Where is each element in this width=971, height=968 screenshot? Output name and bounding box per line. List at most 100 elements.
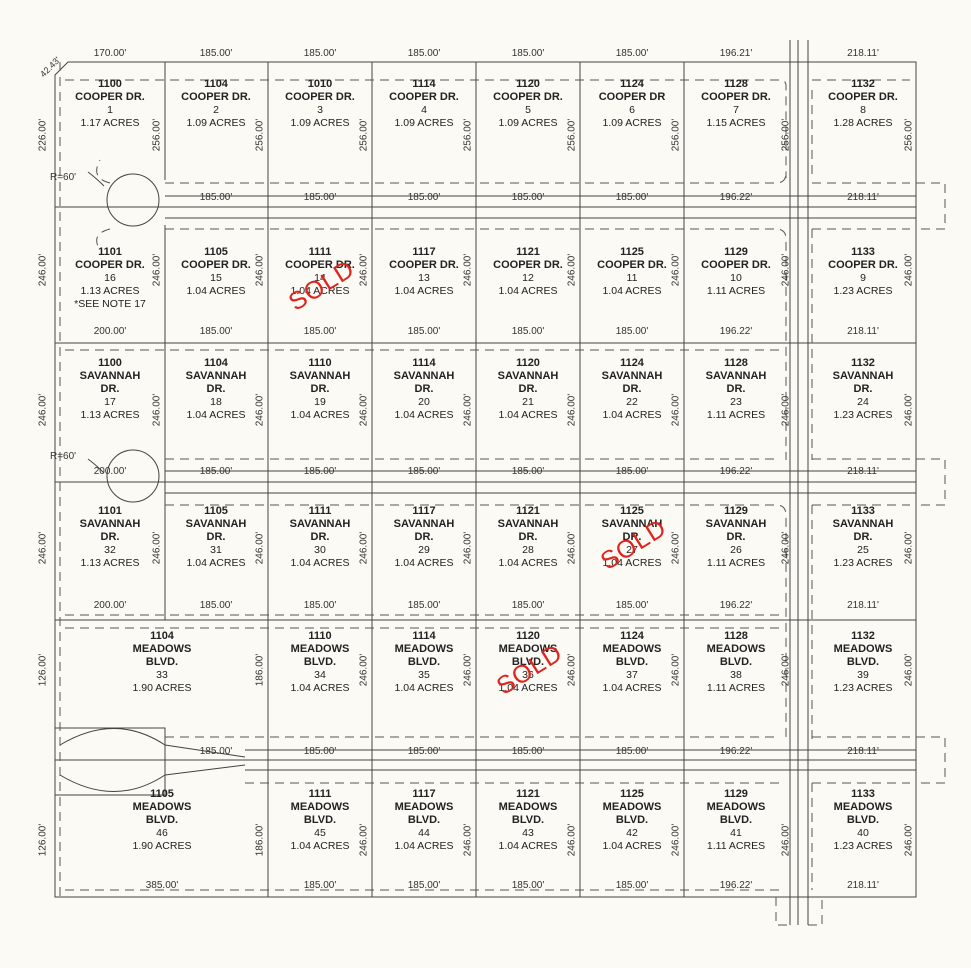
side-dimension: 246.00'	[151, 393, 163, 427]
lot-acreage: 1.04 ACRES	[498, 409, 558, 421]
lot-street: MEADOWS BLVD.	[290, 801, 350, 826]
lot-11[interactable]: 1125 COOPER DR. 11 1.04 ACRES	[577, 246, 687, 298]
frontage-dimension: 218.11'	[847, 48, 879, 59]
frontage-dimension: 185.00'	[303, 880, 337, 891]
lot-28[interactable]: 1121 SAVANNAH DR. 28 1.04 ACRES	[473, 505, 583, 570]
frontage-dimension: 185.00'	[511, 326, 545, 337]
lot-10[interactable]: 1129 COOPER DR. 10 1.11 ACRES	[681, 246, 791, 298]
lot-acreage: 1.13 ACRES	[80, 409, 140, 421]
lot-17[interactable]: 1100 SAVANNAH DR. 17 1.13 ACRES	[55, 357, 165, 422]
lot-street: MEADOWS BLVD.	[132, 801, 192, 826]
lot-street: SAVANNAH DR.	[79, 518, 141, 543]
lot-16[interactable]: 1101 COOPER DR. 16 1.13 ACRES *SEE NOTE 17	[55, 246, 165, 311]
frontage-dimension: 185.00'	[303, 192, 337, 203]
lot-42[interactable]: 1125 MEADOWS BLVD. 42 1.04 ACRES	[577, 788, 687, 853]
lot-acreage: 1.90 ACRES	[132, 682, 192, 694]
frontage-dimension: 185.00'	[199, 48, 233, 59]
lot-acreage: 1.04 ACRES	[290, 840, 350, 852]
lot-address: 1133	[851, 788, 875, 800]
frontage-dimension: 185.00'	[199, 600, 233, 611]
lot-acreage: 1.04 ACRES	[602, 285, 662, 297]
lot-14[interactable]: 1111 COOPER DR. 14 1.04 ACRES	[265, 246, 375, 298]
lot-8[interactable]: 1132 COOPER DR. 8 1.28 ACRES	[808, 78, 918, 130]
lot-32[interactable]: 1101 SAVANNAH DR. 32 1.13 ACRES	[55, 505, 165, 570]
frontage-dimension: 218.11'	[847, 600, 879, 611]
lot-number: 38	[730, 669, 742, 681]
lot-acreage: 1.04 ACRES	[498, 285, 558, 297]
lot-41[interactable]: 1129 MEADOWS BLVD. 41 1.11 ACRES	[681, 788, 791, 853]
lot-24[interactable]: 1132 SAVANNAH DR. 24 1.23 ACRES	[808, 357, 918, 422]
lot-44[interactable]: 1117 MEADOWS BLVD. 44 1.04 ACRES	[369, 788, 479, 853]
lot-address: 1125	[620, 505, 644, 517]
lot-39[interactable]: 1132 MEADOWS BLVD. 39 1.23 ACRES	[808, 630, 918, 695]
lot-acreage: 1.04 ACRES	[602, 409, 662, 421]
side-dimension: 246.00'	[37, 531, 49, 565]
lot-3[interactable]: 1010 COOPER DR. 3 1.09 ACRES	[265, 78, 375, 130]
lot-number: 3	[317, 104, 323, 116]
lot-36[interactable]: 1120 MEADOWS BLVD. 36 1.04 ACRES	[473, 630, 583, 695]
side-dimension: 246.00'	[780, 823, 792, 857]
lot-address: 1124	[620, 357, 644, 369]
lot-number: 25	[857, 544, 869, 556]
lot-2[interactable]: 1104 COOPER DR. 2 1.09 ACRES	[161, 78, 271, 130]
lot-46[interactable]: 1105 MEADOWS BLVD. 46 1.90 ACRES	[107, 788, 217, 853]
lot-18[interactable]: 1104 SAVANNAH DR. 18 1.04 ACRES	[161, 357, 271, 422]
lot-street: MEADOWS BLVD.	[706, 801, 766, 826]
lot-number: 41	[730, 827, 742, 839]
frontage-dimension: 185.00'	[303, 48, 337, 59]
lot-31[interactable]: 1105 SAVANNAH DR. 31 1.04 ACRES	[161, 505, 271, 570]
lot-5[interactable]: 1120 COOPER DR. 5 1.09 ACRES	[473, 78, 583, 130]
lot-40[interactable]: 1133 MEADOWS BLVD. 40 1.23 ACRES	[808, 788, 918, 853]
lot-6[interactable]: 1124 COOPER DR 6 1.09 ACRES	[577, 78, 687, 130]
side-dimension: 246.00'	[37, 393, 49, 427]
lot-21[interactable]: 1120 SAVANNAH DR. 21 1.04 ACRES	[473, 357, 583, 422]
lot-number: 20	[418, 396, 430, 408]
side-dimension: 246.00'	[903, 393, 915, 427]
lot-34[interactable]: 1110 MEADOWS BLVD. 34 1.04 ACRES	[265, 630, 375, 695]
lot-street: MEADOWS BLVD.	[394, 643, 454, 668]
lot-address: 1010	[307, 78, 333, 90]
lot-street: SAVANNAH DR.	[289, 370, 351, 395]
lot-street: COOPER DR.	[389, 259, 459, 271]
lot-number: 30	[314, 544, 326, 556]
lot-12[interactable]: 1121 COOPER DR. 12 1.04 ACRES	[473, 246, 583, 298]
frontage-dimension: 185.00'	[303, 600, 337, 611]
frontage-dimension: 185.00'	[511, 466, 545, 477]
lot-29[interactable]: 1117 SAVANNAH DR. 29 1.04 ACRES	[369, 505, 479, 570]
lot-37[interactable]: 1124 MEADOWS BLVD. 37 1.04 ACRES	[577, 630, 687, 695]
lot-number: 8	[860, 104, 866, 116]
frontage-dimension: 185.00'	[511, 600, 545, 611]
lot-number: 2	[213, 104, 219, 116]
lot-43[interactable]: 1121 MEADOWS BLVD. 43 1.04 ACRES	[473, 788, 583, 853]
lot-27[interactable]: 1125 SAVANNAH DR. 27 1.04 ACRES	[577, 505, 687, 570]
side-dimension: 246.00'	[358, 653, 370, 687]
lot-22[interactable]: 1124 SAVANNAH DR. 22 1.04 ACRES	[577, 357, 687, 422]
lot-25[interactable]: 1133 SAVANNAH DR. 25 1.23 ACRES	[808, 505, 918, 570]
lot-45[interactable]: 1111 MEADOWS BLVD. 45 1.04 ACRES	[265, 788, 375, 853]
lot-15[interactable]: 1105 COOPER DR. 15 1.04 ACRES	[161, 246, 271, 298]
lot-19[interactable]: 1110 SAVANNAH DR. 19 1.04 ACRES	[265, 357, 375, 422]
lot-street: SAVANNAH DR.	[601, 518, 663, 543]
side-dimension: 246.00'	[462, 653, 474, 687]
lot-number: 40	[857, 827, 869, 839]
lot-26[interactable]: 1129 SAVANNAH DR. 26 1.11 ACRES	[681, 505, 791, 570]
lot-street: SAVANNAH DR.	[705, 370, 767, 395]
lot-address: 1120	[516, 357, 540, 369]
lot-number: 31	[210, 544, 222, 556]
lot-33[interactable]: 1104 MEADOWS BLVD. 33 1.90 ACRES	[107, 630, 217, 695]
lot-7[interactable]: 1128 COOPER DR. 7 1.15 ACRES	[681, 78, 791, 130]
lot-30[interactable]: 1111 SAVANNAH DR. 30 1.04 ACRES	[265, 505, 375, 570]
lot-9[interactable]: 1133 COOPER DR. 9 1.23 ACRES	[808, 246, 918, 298]
lot-23[interactable]: 1128 SAVANNAH DR. 23 1.11 ACRES	[681, 357, 791, 422]
lot-number: 4	[421, 104, 427, 116]
side-dimension: 246.00'	[903, 531, 915, 565]
lot-4[interactable]: 1114 COOPER DR. 4 1.09 ACRES	[369, 78, 479, 130]
lot-20[interactable]: 1114 SAVANNAH DR. 20 1.04 ACRES	[369, 357, 479, 422]
lot-35[interactable]: 1114 MEADOWS BLVD. 35 1.04 ACRES	[369, 630, 479, 695]
lot-13[interactable]: 1117 COOPER DR. 13 1.04 ACRES	[369, 246, 479, 298]
lot-1[interactable]: 1100 COOPER DR. 1 1.17 ACRES	[55, 78, 165, 130]
cul-de-sac-radius-label: R=60'	[50, 451, 77, 462]
lot-street: COOPER DR.	[285, 259, 355, 271]
lot-number: 26	[730, 544, 742, 556]
lot-38[interactable]: 1128 MEADOWS BLVD. 38 1.11 ACRES	[681, 630, 791, 695]
